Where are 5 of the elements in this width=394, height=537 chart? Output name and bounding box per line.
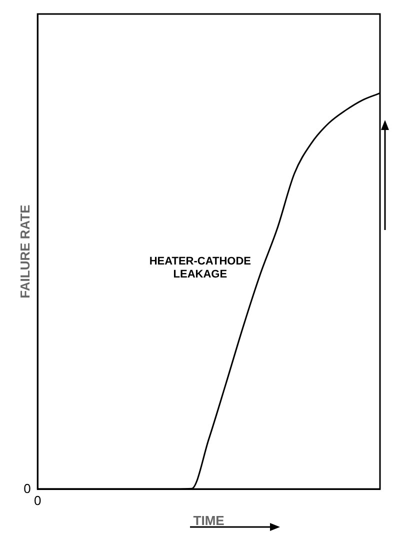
- x-axis-title: TIME: [193, 512, 225, 528]
- text: 0: [34, 493, 42, 508]
- series-label: HEATER-CATHODE LEAKAGE: [149, 255, 251, 280]
- y-axis-title: FAILURE RATE: [17, 204, 32, 298]
- text: 0: [24, 481, 31, 496]
